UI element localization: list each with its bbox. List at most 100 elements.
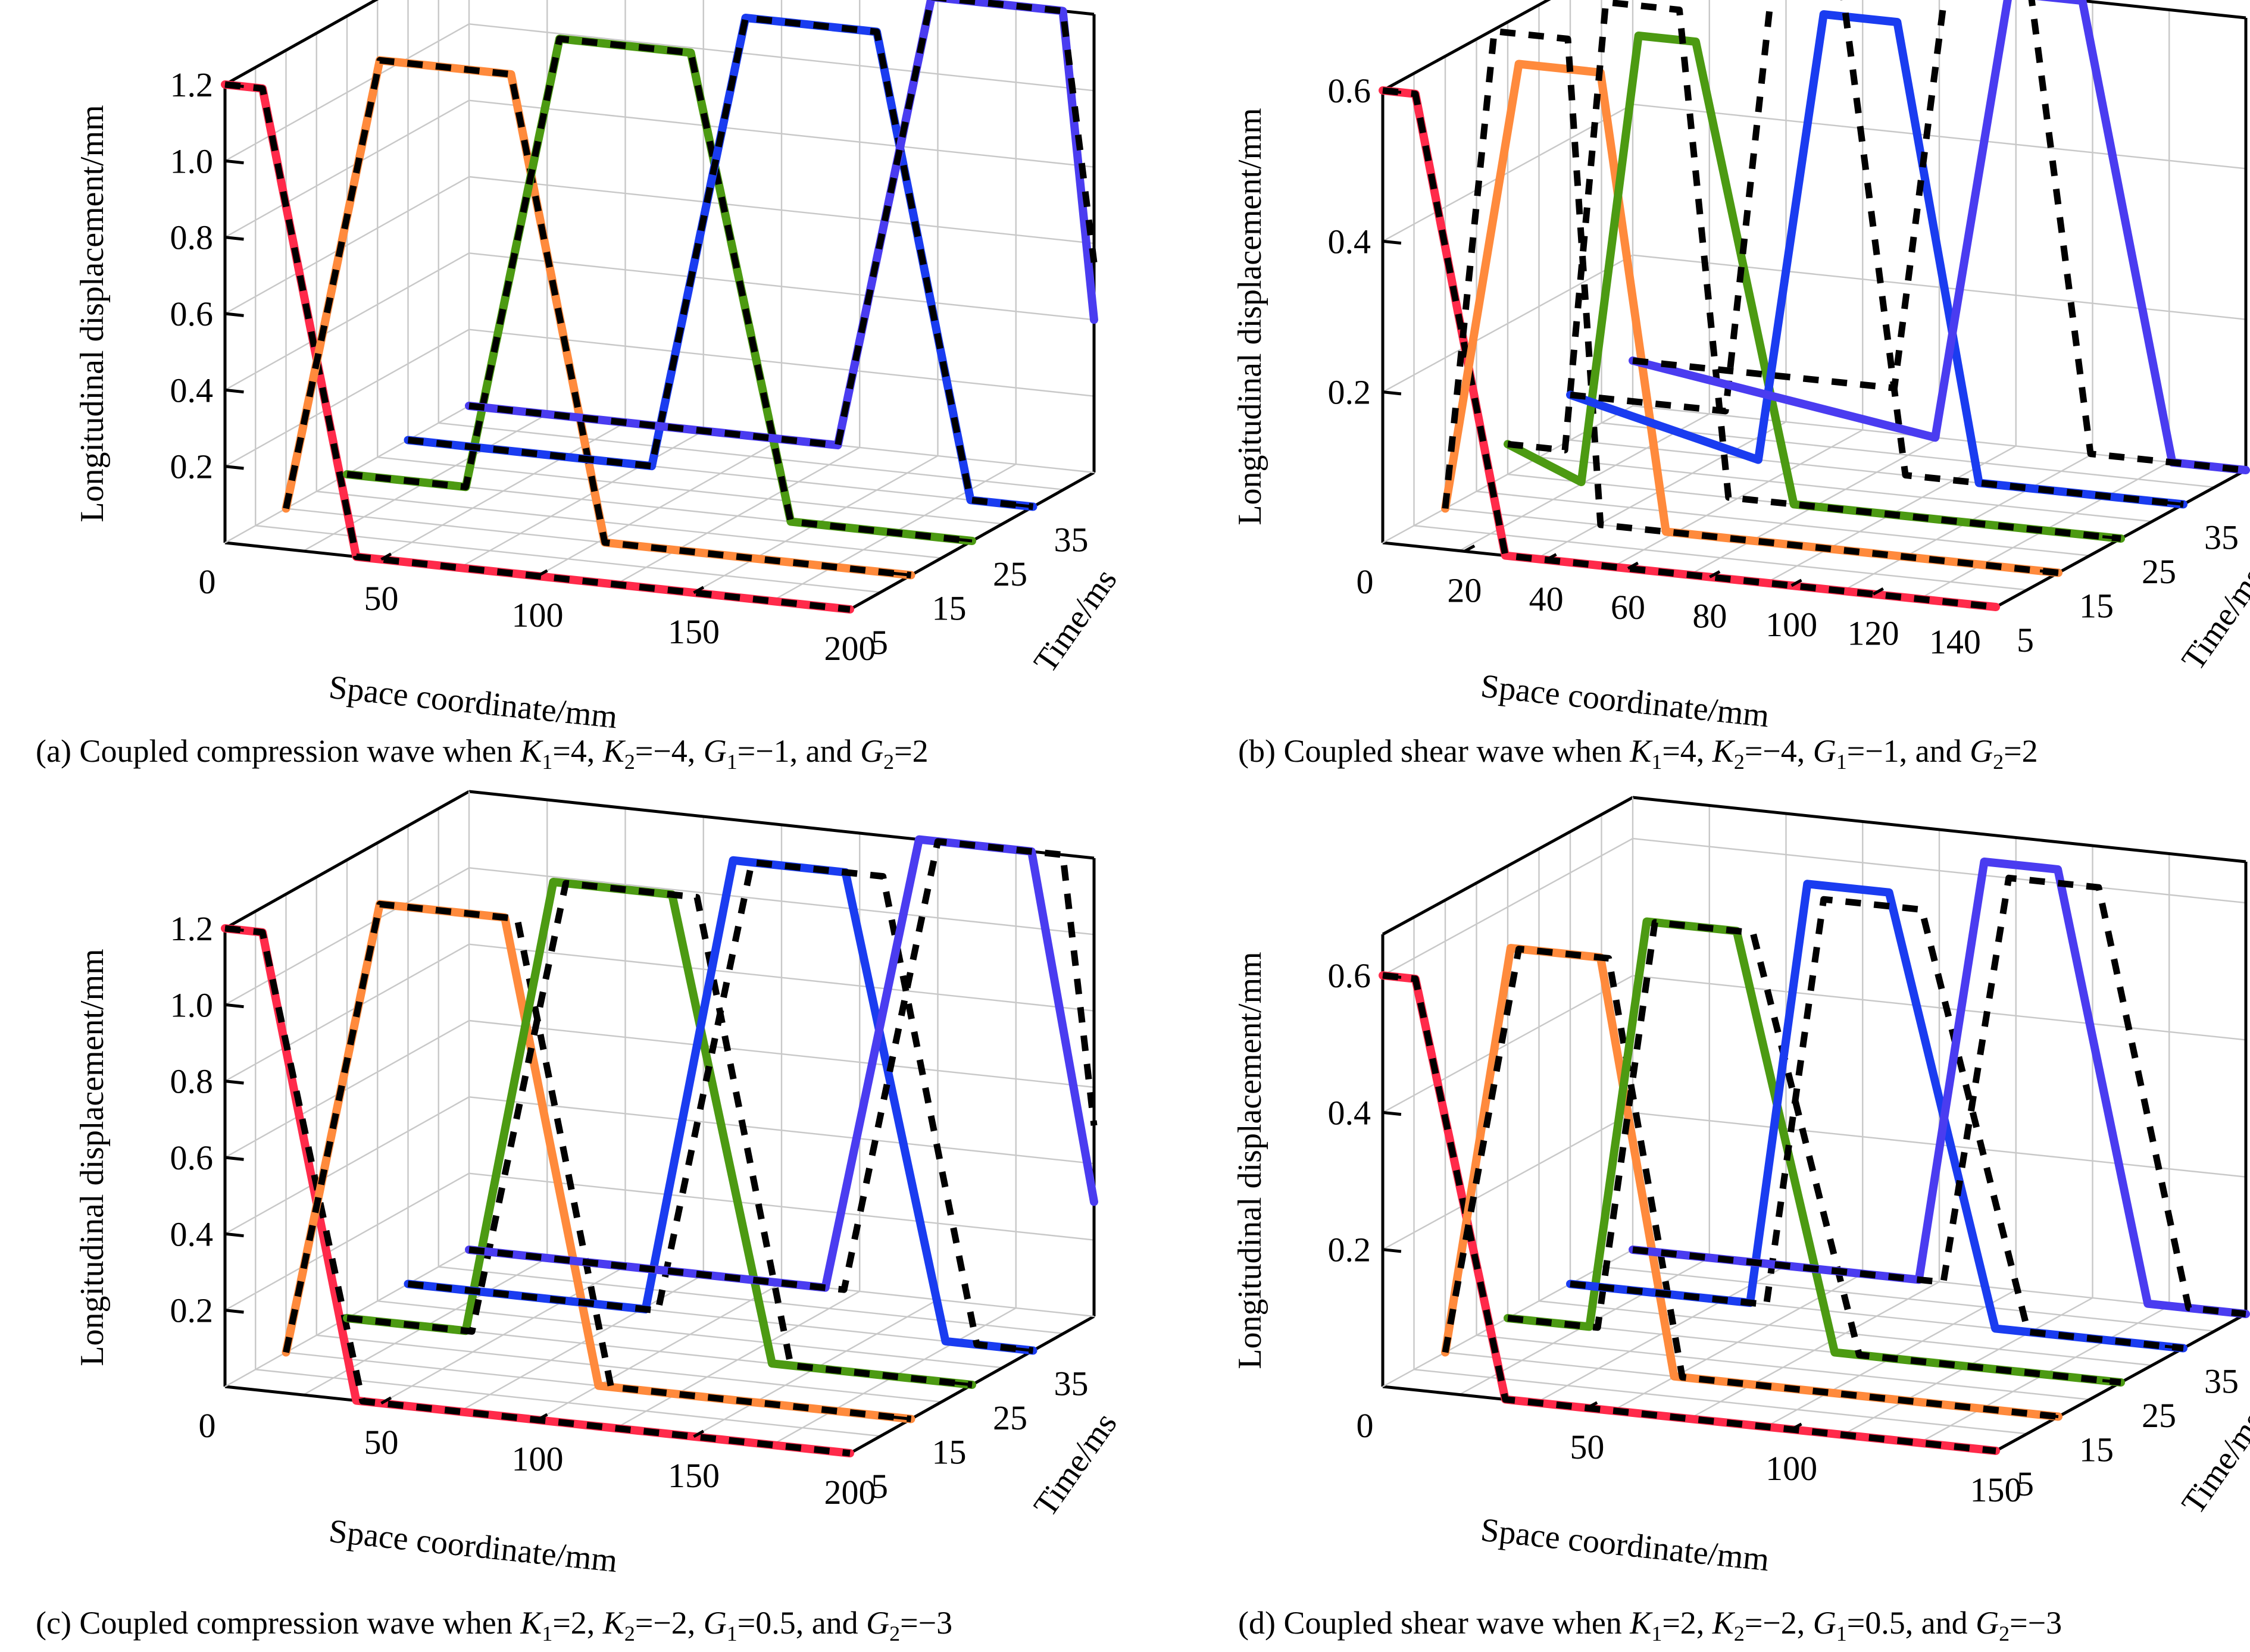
z-axis-tick (1382, 390, 1402, 396)
z-axis-tick (224, 927, 244, 932)
grid-line-back-horizontal (468, 328, 1095, 397)
z-tick-label: 0.8 (170, 218, 214, 257)
time-axis-tick (953, 537, 973, 543)
grid-line-floor-t (1476, 1334, 2090, 1400)
z-tick-label: 0.2 (170, 1291, 214, 1330)
series-line-15ms-analytical (1442, 28, 2059, 576)
grid-line-floor-t (1414, 1369, 2027, 1435)
z-tick-label: 1.0 (170, 985, 214, 1024)
x-axis-tick (1627, 561, 1639, 570)
z-tick-label: 0.2 (1328, 1231, 1371, 1269)
z-axis-tick (1382, 1110, 1402, 1116)
z-tick-label: 1.0 (170, 142, 214, 180)
caption-value: =2 (894, 733, 928, 769)
x-tick-label: 100 (1765, 605, 1817, 644)
caption-subscript: 2 (1999, 1622, 2010, 1645)
z-axis-tick (1382, 89, 1402, 94)
series-line-45ms-analytical (1632, 0, 2246, 474)
time-axis-tick (2039, 1413, 2059, 1418)
x-axis-title: Space coordinate/mm (1479, 1512, 1771, 1579)
caption-symbol: K (520, 1605, 543, 1641)
x-axis-tick (693, 1429, 705, 1438)
time-axis-title: Time/ms (2174, 1404, 2250, 1521)
z-tick-label: 0.4 (170, 371, 214, 409)
z-axis-tick (224, 83, 244, 88)
z-tick-label: 0.4 (1328, 222, 1371, 261)
grid-line-back-horizontal (468, 1096, 1095, 1165)
panel-caption: (c) Coupled compression wave when K1=2, … (36, 1605, 952, 1645)
axis-line (2061, 0, 2246, 20)
caption-value: =2 (2004, 733, 2038, 769)
x-tick-label: 140 (1929, 622, 1981, 661)
x-tick-label: 0 (1357, 562, 1374, 601)
caption-prefix: (d) Coupled shear wave when (1238, 1605, 1630, 1641)
time-tick-label: 35 (1054, 521, 1089, 559)
caption-symbol: G (1976, 1605, 1999, 1641)
caption-subscript: 1 (1836, 1622, 1847, 1645)
series-line-45ms-analytical (468, 838, 1098, 1293)
time-tick-label: 25 (993, 1398, 1027, 1437)
z-axis-title: Longitudinal displacement/mm (74, 105, 111, 522)
caption-value: =−1, and (1847, 733, 1970, 769)
x-axis-tick (1872, 587, 1885, 596)
grid-line-floor-t (1539, 1300, 2152, 1366)
z-axis-tick (224, 1156, 244, 1161)
grid-line-back-horizontal (468, 99, 1095, 168)
series-line-25ms-analytical (1507, 919, 2121, 1386)
grid-line-back-horizontal (468, 943, 1095, 1012)
series-line-25ms-numerical (1504, 917, 2125, 1387)
axis-line (224, 0, 379, 86)
time-tick-label: 15 (932, 589, 967, 628)
x-axis-tick (1545, 553, 1557, 561)
x-tick-label: 100 (1765, 1449, 1817, 1488)
x-tick-label: 150 (1970, 1470, 2022, 1509)
z-axis-title: Longitudinal displacement/mm (74, 949, 111, 1366)
x-axis-tick (536, 569, 548, 578)
grid-line-floor-t (1414, 525, 2027, 591)
series-line-25ms-analytical (346, 35, 973, 545)
caption-symbol: K (602, 1605, 626, 1641)
caption-symbol: G (866, 1605, 889, 1641)
x-tick-label: 0 (199, 1406, 216, 1445)
caption-value: =0.5, and (1847, 1605, 1976, 1641)
x-tick-label: 200 (824, 629, 876, 668)
grid-line-back-horizontal (468, 23, 1095, 92)
series-line-15ms-numerical (282, 56, 915, 580)
caption-subscript: 1 (1836, 750, 1847, 774)
axis-line (224, 790, 470, 930)
axis-line (1382, 0, 1551, 92)
caption-subscript: 1 (1651, 750, 1662, 774)
series-line-25ms-numerical (1504, 32, 2125, 543)
time-axis-title: Time/ms (1027, 1406, 1124, 1523)
time-axis-title: Time/ms (1027, 562, 1124, 680)
time-tick-label: 35 (1054, 1365, 1089, 1403)
caption-subscript: 2 (883, 750, 894, 774)
caption-subscript: 2 (889, 1622, 900, 1645)
x-axis-tick (693, 586, 705, 595)
caption-value: =2, (552, 1605, 602, 1641)
z-axis-tick (224, 465, 244, 470)
caption-value: =−4, (635, 733, 704, 769)
caption-symbol: K (1712, 733, 1736, 769)
grid-line-back-horizontal (468, 176, 1095, 245)
z-tick-label: 0.6 (170, 1138, 214, 1177)
grid-line-back-horizontal (468, 252, 1095, 321)
z-tick-label: 0.4 (1328, 1093, 1371, 1132)
caption-subscript: 2 (1734, 1622, 1745, 1645)
caption-subscript: 1 (727, 1622, 738, 1645)
x-axis-tick (536, 1413, 548, 1422)
time-axis-tick (1014, 1347, 1033, 1352)
grid-line-back-horizontal (1632, 104, 2246, 170)
grid-line-floor-t (316, 1334, 942, 1403)
caption-subscript: 2 (624, 1622, 635, 1645)
caption-symbol: K (1629, 1605, 1653, 1641)
caption-value: =2, (1662, 1605, 1712, 1641)
x-axis-tick (1790, 1422, 1802, 1431)
x-tick-label: 100 (512, 1440, 564, 1478)
z-tick-label: 0.6 (170, 295, 214, 333)
grid-line-floor-t (1601, 1266, 2215, 1332)
series-line-25ms-analytical (346, 880, 973, 1388)
x-tick-label: 40 (1529, 580, 1564, 618)
